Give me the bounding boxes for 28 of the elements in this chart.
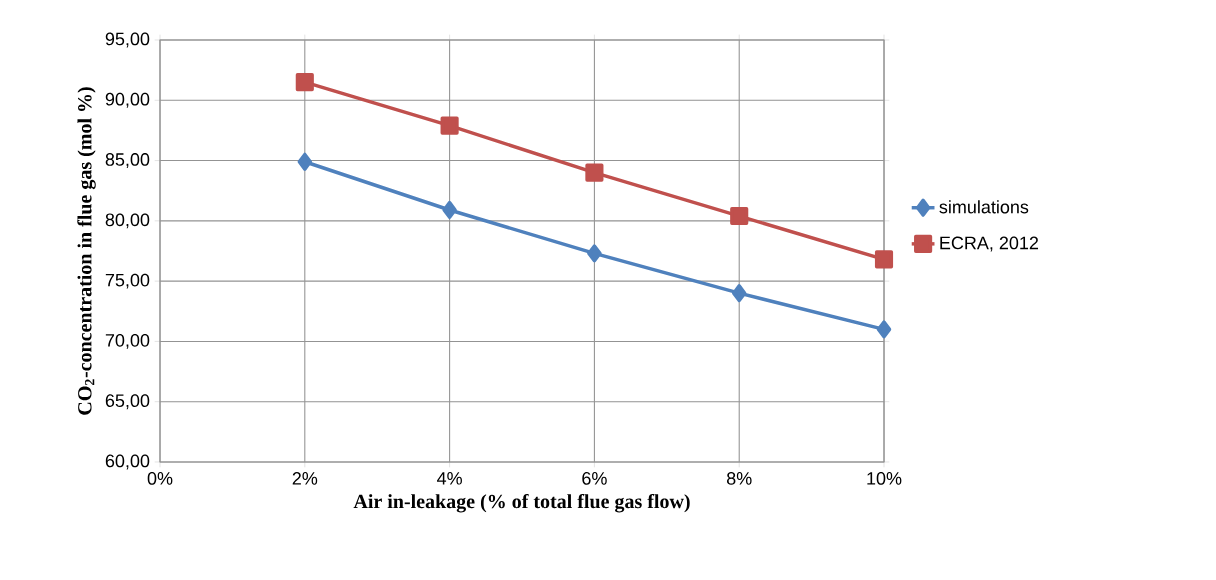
point xyxy=(731,284,747,303)
point xyxy=(295,73,314,92)
y-tick-label: 95,00 xyxy=(105,32,150,48)
point xyxy=(876,320,892,339)
y-tick-label: 90,00 xyxy=(105,92,150,108)
y-tick-label: 65,00 xyxy=(105,394,150,410)
y-axis-title: CO$_{2}$-concentration in flue gas (mol %) xyxy=(77,87,96,415)
point xyxy=(874,250,894,269)
point xyxy=(587,244,602,263)
point xyxy=(442,200,457,220)
y-tick-label: 75,00 xyxy=(105,273,150,289)
legend-label: ECRA, 2012 xyxy=(940,236,1039,252)
x-tick-label: 4% xyxy=(437,472,462,485)
legend-label: simulations xyxy=(939,200,1029,214)
point xyxy=(297,152,313,171)
x-axis-title: Air in-leakage (% of total flue gas flow) xyxy=(353,493,690,513)
x-tick-label: 2% xyxy=(292,472,318,485)
y-tick-label: 85,00 xyxy=(105,153,150,168)
x-tick-label: 6% xyxy=(582,472,607,485)
x-tick-label: 10% xyxy=(867,472,902,485)
y-tick-label: 70,00 xyxy=(105,333,150,349)
x-tick-label: 0% xyxy=(147,472,173,485)
y-tick-label: 80,00 xyxy=(105,213,150,229)
y-tick-label: 60,00 xyxy=(105,454,150,470)
point xyxy=(585,163,604,182)
x-tick-label: 8% xyxy=(726,472,752,485)
point xyxy=(730,206,749,226)
point xyxy=(440,116,459,135)
